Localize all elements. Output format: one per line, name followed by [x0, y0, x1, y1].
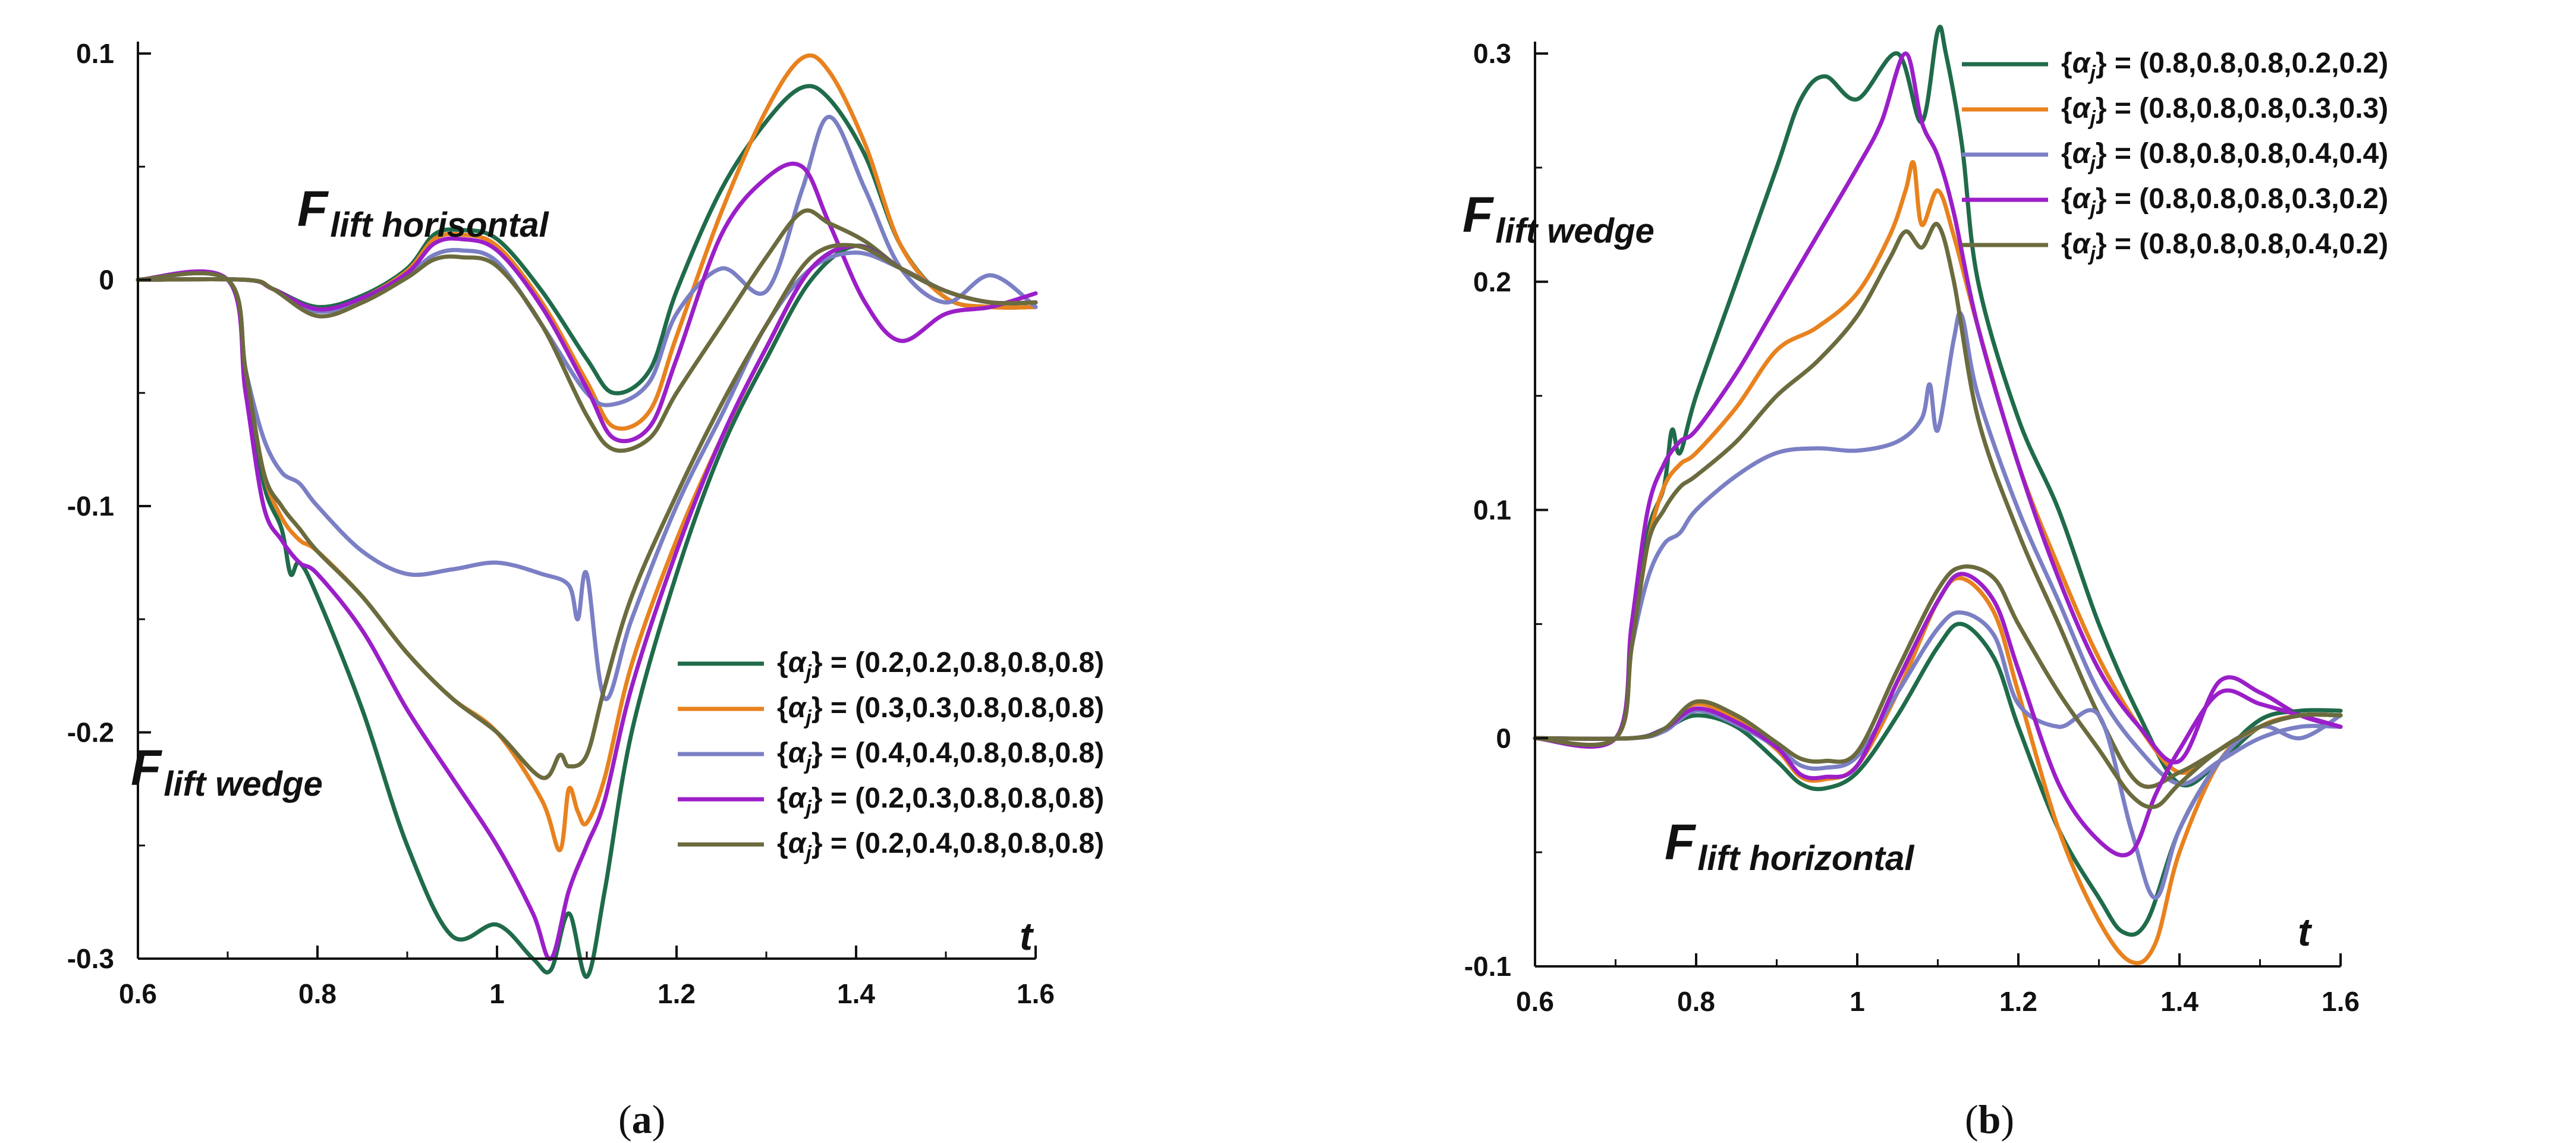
- panel-b-series-wedge-4: [1533, 222, 2343, 789]
- panel-a-y-tick-label: 0.1: [76, 38, 114, 69]
- panel-a-series-horizontal-2: [136, 115, 1038, 407]
- panel-a-x-axis-label: t: [1020, 914, 1034, 958]
- panel-a-x-tick-label: 1.4: [837, 978, 875, 1009]
- panel-a-caption: (a): [618, 1097, 665, 1142]
- panel-b-legend-entry: {αj} = (0.8,0.8,0.8,0.3,0.2): [2061, 183, 2388, 220]
- panel-a-ticks: 0.6 0.8 1 1.2 1.4 1.6 -0.3 -0.2 -0.1 0 0.1: [67, 38, 1055, 1009]
- panel-b-series-wedge-2: [1533, 310, 2343, 786]
- panel-a-series-wedge-9: [136, 243, 1038, 780]
- panel-a-y-tick-label: -0.1: [67, 491, 114, 522]
- panel-a-legend-entry: {αj} = (0.2,0.3,0.8,0.8,0.8): [777, 783, 1104, 819]
- panel-b-ticks: 0.6 0.8 1 1.2 1.4 1.6 -0.1 0 0.1 0.2 0.3: [1464, 38, 2360, 1017]
- panel-a-x-tick-label: 1.2: [658, 978, 696, 1009]
- panel-a-y-tick-label: -0.2: [67, 717, 114, 748]
- panel-a-curves: [136, 53, 1038, 979]
- panel-a-y-tick-label: -0.3: [67, 943, 114, 974]
- panel-b-legend-entry: {αj} = (0.8,0.8,0.8,0.4,0.4): [2061, 138, 2388, 175]
- panel-b-series-wedge-3: [1533, 51, 2343, 765]
- panel-b-curves: [1533, 24, 2343, 966]
- panel-a-series-horizontal-4: [136, 208, 1038, 453]
- panel-a-annotations: Flift horisontal Flift wedge: [131, 181, 550, 803]
- panel-b-y-tick-label: 0.3: [1473, 38, 1511, 69]
- panel-b-y-tick-label: 0.2: [1473, 266, 1511, 297]
- panel-b-series-horizontal-8: [1533, 572, 2343, 858]
- panel-b-x-axis-label: t: [2298, 910, 2313, 954]
- panel-a-legend: {αj} = (0.2,0.2,0.8,0.8,0.8) {αj} = (0.3,…: [678, 647, 1104, 865]
- panel-a-series-horizontal-0: [136, 84, 1038, 395]
- panel-b-x-tick-label: 1.4: [2160, 986, 2198, 1017]
- panel-b-legend-entry: {αj} = (0.8,0.8,0.8,0.4,0.2): [2061, 228, 2388, 265]
- panel-a-series-wedge-8: [136, 243, 1038, 961]
- panel-b-legend-entry: {αj} = (0.8,0.8,0.8,0.3,0.3): [2061, 93, 2388, 130]
- panel-b-legend-entry: {αj} = (0.8,0.8,0.8,0.2,0.2): [2061, 48, 2388, 84]
- panel-a-x-tick-label: 0.6: [119, 978, 157, 1009]
- panel-b-caption: (b): [1965, 1097, 2014, 1142]
- panel-b-legend: {αj} = (0.8,0.8,0.8,0.2,0.2) {αj} = (0.8,…: [1962, 48, 2388, 265]
- panel-b-annotations: Flift wedge Flift horizontal: [1462, 187, 1915, 878]
- panel-a-x-tick-label: 0.8: [298, 978, 336, 1009]
- panel-b-y-tick-label: 0.1: [1473, 495, 1511, 526]
- panel-a-legend-entry: {αj} = (0.2,0.4,0.8,0.8,0.8): [777, 828, 1104, 865]
- panel-a-annotation-1: Flift wedge: [131, 740, 323, 803]
- panel-a-annotation-0: Flift horisontal: [297, 181, 550, 244]
- panel-a-series-horizontal-1: [136, 53, 1038, 431]
- panel-b-x-tick-label: 1.6: [2322, 986, 2360, 1017]
- panel-b-x-tick-label: 0.6: [1516, 986, 1554, 1017]
- chart-panel-b: 0.6 0.8 1 1.2 1.4 1.6 -0.1 0 0.1 0.2 0.3 Flift wed…: [1462, 24, 2388, 1142]
- panel-a-series-wedge-7: [136, 250, 1038, 702]
- panel-b-series-horizontal-7: [1533, 610, 2343, 900]
- panel-a-legend-entry: {αj} = (0.3,0.3,0.8,0.8,0.8): [777, 692, 1104, 729]
- chart-panel-a: 0.6 0.8 1 1.2 1.4 1.6 -0.3 -0.2 -0.1 0 0.1 Flift h…: [67, 38, 1105, 1142]
- panel-a-legend-entry: {αj} = (0.4,0.4,0.8,0.8,0.8): [777, 737, 1104, 774]
- panel-b-annotation-1: Flift horizontal: [1665, 814, 1915, 878]
- panel-a-y-tick-label: 0: [99, 265, 114, 296]
- panel-a-series-horizontal-3: [136, 161, 1038, 444]
- panel-b-y-tick-label: 0: [1496, 723, 1511, 753]
- panel-b-series-horizontal-5: [1533, 621, 2343, 937]
- panel-a-x-tick-label: 1.6: [1017, 978, 1055, 1009]
- panel-b-series-wedge-0: [1533, 24, 2343, 787]
- panel-b-series-horizontal-9: [1533, 564, 2343, 809]
- panel-b-x-tick-label: 0.8: [1677, 986, 1715, 1017]
- panel-b-series-horizontal-6: [1533, 576, 2343, 966]
- panel-b-x-tick-label: 1: [1850, 986, 1865, 1017]
- panel-b-y-tick-label: -0.1: [1464, 951, 1511, 982]
- panel-b-x-tick-label: 1.2: [1999, 986, 2037, 1017]
- panel-b-annotation-0: Flift wedge: [1462, 187, 1655, 250]
- panel-a-legend-entry: {αj} = (0.2,0.2,0.8,0.8,0.8): [777, 647, 1104, 684]
- panel-a-x-tick-label: 1: [489, 978, 505, 1009]
